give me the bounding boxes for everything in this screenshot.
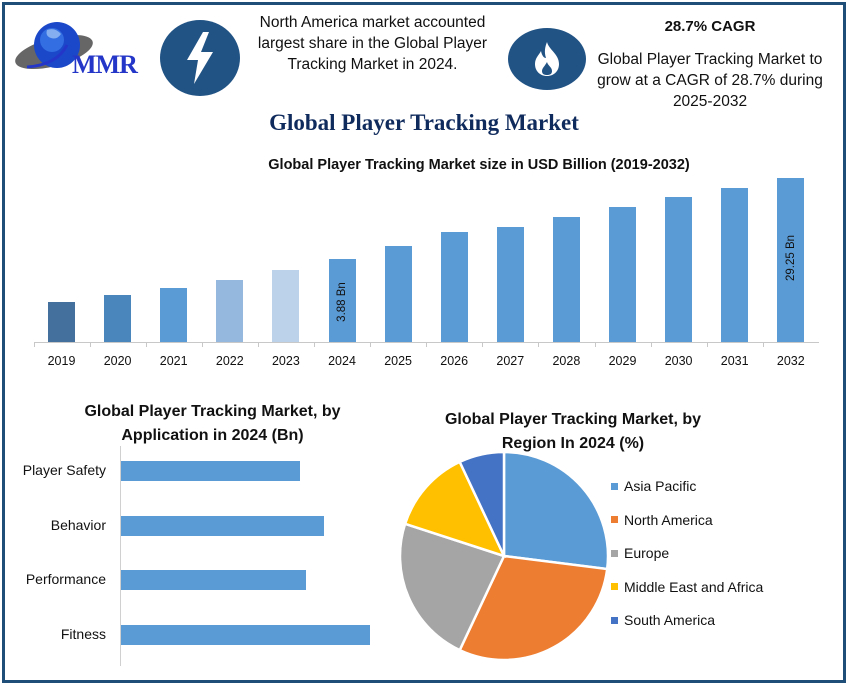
x-tick xyxy=(145,342,147,347)
bar-2027 xyxy=(496,227,524,342)
slice-asia-pacific xyxy=(502,450,610,571)
logo-text: MMR xyxy=(72,50,138,79)
slice-europe xyxy=(398,522,506,652)
cagr-headline: 28.7% CAGR xyxy=(664,18,756,35)
region-pie-chart xyxy=(398,450,610,662)
legend-label: Asia Pacific xyxy=(624,478,697,494)
x-tick xyxy=(33,342,35,347)
bar-player-safety xyxy=(121,461,300,481)
x-tick-label: 2024 xyxy=(328,354,356,368)
bar-2020 xyxy=(104,295,132,342)
legend-label: Europe xyxy=(624,545,670,561)
legend-swatch xyxy=(611,616,618,624)
bar-2021 xyxy=(160,288,188,342)
bar-2024 xyxy=(328,259,356,342)
category-label: Fitness xyxy=(60,626,106,642)
x-tick-label: 2023 xyxy=(271,354,300,368)
legend-swatch xyxy=(611,583,618,590)
x-tick-label: 2021 xyxy=(159,354,188,368)
globe-icon xyxy=(15,22,93,70)
bar-performance xyxy=(121,570,306,590)
legend-swatch xyxy=(611,516,618,523)
bar-2023 xyxy=(272,270,300,342)
bar-fitness xyxy=(121,625,370,645)
bar-2031 xyxy=(721,188,749,342)
x-tick xyxy=(650,342,652,347)
y-axis xyxy=(120,446,121,666)
x-tick-label: 2027 xyxy=(496,354,525,368)
legend-label: Middle East and Africa xyxy=(624,578,764,595)
lightning-bolt-icon xyxy=(160,20,240,96)
fact-north-america: North America market accounted largest s… xyxy=(257,14,488,73)
bar-2026 xyxy=(440,232,468,342)
x-tick xyxy=(89,342,91,347)
x-tick xyxy=(201,342,203,347)
bar-2022 xyxy=(216,280,244,342)
x-tick-label: 2025 xyxy=(384,354,412,368)
x-tick xyxy=(370,342,372,347)
slice-south-america xyxy=(458,450,506,557)
legend-label: South America xyxy=(624,612,716,628)
market-size-chart-title: Global Player Tracking Market size in US… xyxy=(268,157,690,173)
category-label: Behavior xyxy=(50,517,106,533)
x-tick xyxy=(594,342,596,347)
x-tick-label: 2028 xyxy=(552,354,581,368)
data-label-2024: 3.88 Bn xyxy=(336,282,348,322)
cagr-description: Global Player Tracking Market to grow at… xyxy=(597,51,823,110)
bar-2029 xyxy=(609,207,636,342)
legend-item: North America xyxy=(611,512,713,528)
x-tick xyxy=(314,342,315,347)
x-axis xyxy=(34,342,819,343)
category-label: Performance xyxy=(25,571,106,587)
x-tick xyxy=(762,342,764,347)
x-tick-label: 2029 xyxy=(608,354,637,368)
mmr-logo: MMR xyxy=(12,20,157,85)
slice-middle-east-and-africa xyxy=(403,460,507,559)
bar-2032 xyxy=(777,178,805,342)
x-tick-label: 2019 xyxy=(47,354,76,368)
bar-2030 xyxy=(665,197,693,342)
region-chart-title: Global Player Tracking Market, by Region… xyxy=(444,411,702,452)
data-label-2032: 29.25 Bn xyxy=(784,234,797,282)
bar-2025 xyxy=(384,246,412,342)
legend-label: North America xyxy=(624,511,713,528)
legend-swatch xyxy=(611,482,618,490)
x-tick xyxy=(706,342,708,347)
x-tick xyxy=(426,342,428,347)
legend-swatch xyxy=(611,549,618,557)
x-tick xyxy=(482,342,484,347)
legend-item: Europe xyxy=(611,545,669,561)
x-tick-label: 2026 xyxy=(440,354,469,368)
x-tick xyxy=(257,342,259,347)
legend-item: Middle East and Africa xyxy=(611,579,763,595)
legend-item: Asia Pacific xyxy=(611,478,696,494)
x-tick-label: 2030 xyxy=(664,354,693,368)
x-tick-label: 2020 xyxy=(103,354,132,368)
x-tick-label: 2032 xyxy=(776,354,805,368)
x-tick-label: 2022 xyxy=(215,354,244,368)
legend-item: South America xyxy=(611,612,715,628)
flame-icon xyxy=(508,28,586,90)
bar-2019 xyxy=(48,302,75,342)
slice-north-america xyxy=(458,554,609,662)
page-title: Global Player Tracking Market xyxy=(269,110,579,135)
x-tick xyxy=(538,342,540,347)
x-tick-label: 2031 xyxy=(720,354,749,368)
category-label: Player Safety xyxy=(22,462,106,478)
bar-behavior xyxy=(121,516,324,536)
application-chart-title: Global Player Tracking Market, by Applic… xyxy=(84,403,341,444)
bar-2028 xyxy=(552,217,580,342)
